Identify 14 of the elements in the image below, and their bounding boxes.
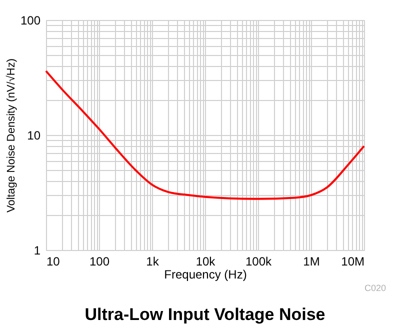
- x-tick-label: 100k: [245, 254, 273, 268]
- y-tick-label: 1: [34, 244, 41, 258]
- x-tick-label: 1M: [303, 254, 320, 268]
- x-tick-label: 1k: [146, 254, 160, 268]
- x-tick-label: 10k: [196, 254, 216, 268]
- text: Ultra-Low Input Voltage Noise: [84, 305, 326, 324]
- x-tick-label: 10M: [341, 254, 365, 268]
- y-tick-label: 100: [20, 14, 41, 28]
- text: C020: [364, 283, 386, 293]
- x-tick-label: 100: [89, 254, 110, 268]
- y-tick-label: 10: [27, 128, 41, 142]
- x-axis-title: Frequency (Hz): [164, 268, 247, 282]
- y-axis-title: Voltage Noise Density (nV/√Hz): [5, 58, 18, 212]
- x-tick-label: 10: [46, 254, 60, 268]
